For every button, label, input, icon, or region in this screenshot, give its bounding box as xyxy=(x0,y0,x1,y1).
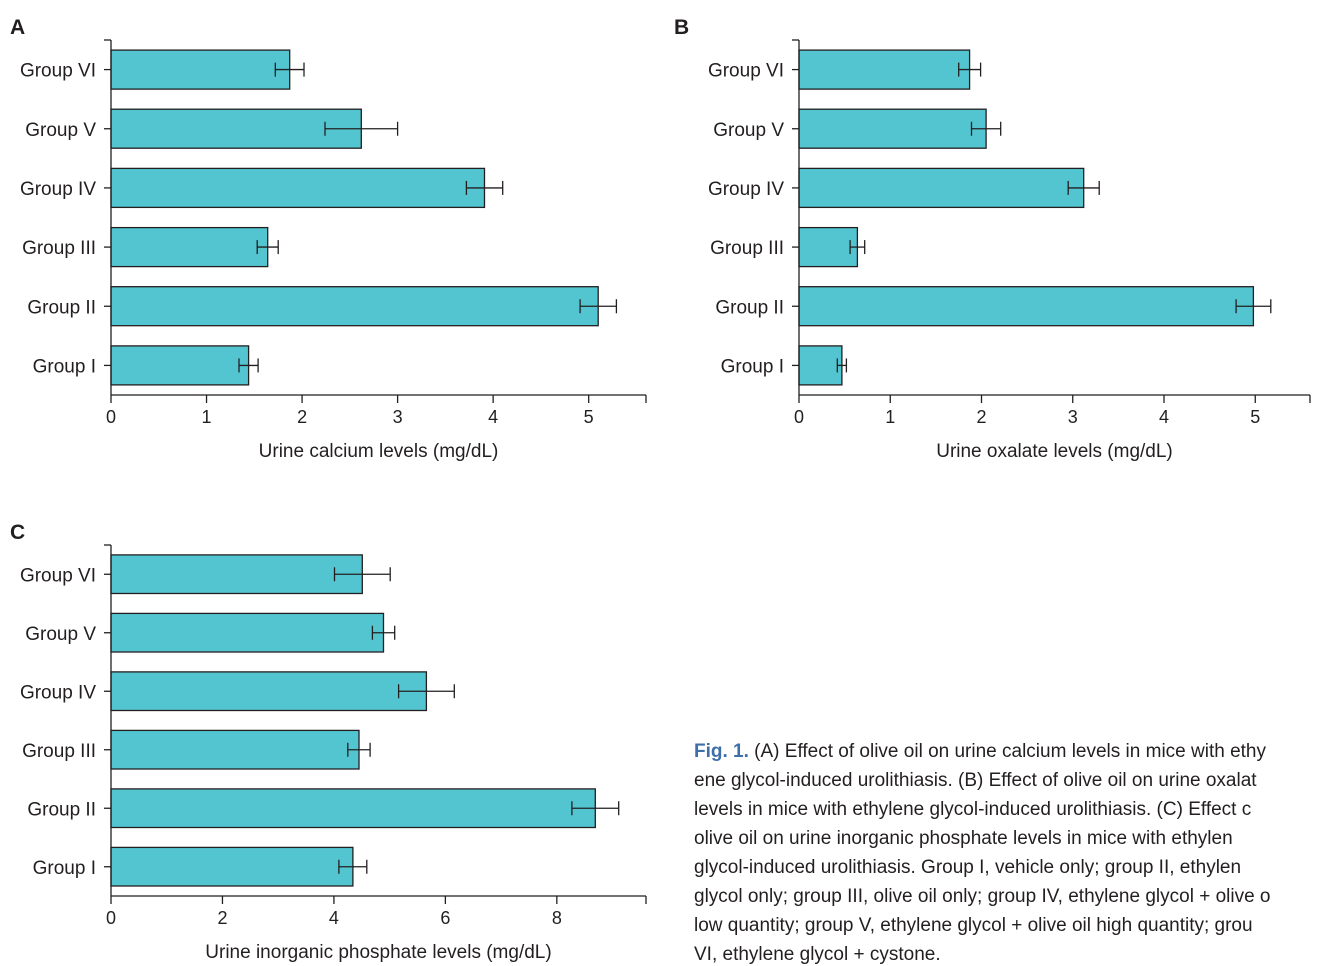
bar xyxy=(110,554,363,595)
category-label: Group VI xyxy=(708,61,784,82)
caption-line: low quantity; group V, ethylene glycol +… xyxy=(694,915,1253,936)
bar xyxy=(110,846,354,887)
caption-line: levels in mice with ethylene glycol-indu… xyxy=(694,799,1252,820)
x-tick-label: 0 xyxy=(106,908,116,928)
bar xyxy=(110,108,362,149)
category-label: Group IV xyxy=(20,179,96,200)
bar xyxy=(798,167,1085,209)
caption-text: (A) Effect of olive oil on urine calcium… xyxy=(748,741,1266,762)
caption-line: olive oil on urine inorganic phosphate l… xyxy=(694,828,1233,849)
category-label: Group III xyxy=(22,741,96,762)
x-tick-label: 0 xyxy=(106,407,116,427)
x-axis-title: Urine calcium levels (mg/dL) xyxy=(259,441,499,462)
category-label: Group VI xyxy=(20,565,96,586)
bar xyxy=(798,286,1255,327)
chart-panel-a: A Group VI Group V Group IV Group III Group I… xyxy=(10,16,647,462)
category-label: Group III xyxy=(22,238,96,259)
category-label: Group V xyxy=(713,120,784,141)
x-tick-label: 5 xyxy=(1250,407,1260,427)
bar xyxy=(110,345,250,386)
category-label: Group II xyxy=(27,799,96,820)
x-tick-label: 8 xyxy=(552,908,562,928)
bar xyxy=(110,49,291,90)
caption-line: VI, ethylene glycol + cystone. xyxy=(694,944,941,965)
x-tick-label: 5 xyxy=(584,407,594,427)
panel-label: A xyxy=(10,16,25,39)
category-label: Group IV xyxy=(708,179,784,200)
category-label: Group III xyxy=(710,238,784,259)
x-tick-label: 2 xyxy=(976,407,986,427)
bar xyxy=(798,345,843,386)
category-label: Group I xyxy=(721,356,784,377)
panel-label: C xyxy=(10,521,25,544)
category-label: Group I xyxy=(33,858,96,879)
bar xyxy=(798,226,859,268)
bar xyxy=(110,286,599,327)
bar xyxy=(110,226,269,268)
x-tick-label: 4 xyxy=(488,407,498,427)
category-label: Group I xyxy=(33,356,96,377)
panel-label: B xyxy=(674,16,689,39)
x-axis-title: Urine inorganic phosphate levels (mg/dL) xyxy=(205,942,551,963)
category-label: Group II xyxy=(715,297,784,318)
bar xyxy=(110,612,385,653)
bar xyxy=(798,49,971,90)
chart-panel-c: C Group VI Group V Group IV Group III Group I… xyxy=(10,521,647,963)
x-tick-label: 1 xyxy=(885,407,895,427)
category-label: Group IV xyxy=(20,682,96,703)
x-tick-label: 3 xyxy=(393,407,403,427)
x-tick-label: 4 xyxy=(329,908,339,928)
bar xyxy=(110,729,360,770)
x-tick-label: 0 xyxy=(794,407,804,427)
caption-figure-label: Fig. 1. xyxy=(694,741,749,762)
figure-caption: Fig. 1. (A) Effect of olive oil on urine… xyxy=(694,737,1328,966)
category-label: Group V xyxy=(25,624,96,645)
x-tick-label: 3 xyxy=(1068,407,1078,427)
x-tick-label: 4 xyxy=(1159,407,1169,427)
x-axis-title: Urine oxalate levels (mg/dL) xyxy=(936,441,1173,462)
bar xyxy=(110,167,486,209)
caption-line: Fig. 1. (A) Effect of olive oil on urine… xyxy=(694,737,1328,766)
bar xyxy=(798,108,987,149)
x-tick-label: 2 xyxy=(297,407,307,427)
caption-line: glycol-induced urolithiasis. Group I, ve… xyxy=(694,857,1242,878)
x-tick-label: 2 xyxy=(217,908,227,928)
category-label: Group VI xyxy=(20,61,96,82)
caption-line: glycol only; group III, olive oil only; … xyxy=(694,886,1271,907)
x-tick-label: 1 xyxy=(202,407,212,427)
caption-line: ene glycol-induced urolithiasis. (B) Eff… xyxy=(694,770,1257,791)
category-label: Group V xyxy=(25,120,96,141)
bar xyxy=(110,671,428,712)
x-tick-label: 6 xyxy=(440,908,450,928)
category-label: Group II xyxy=(27,297,96,318)
bar xyxy=(110,788,596,829)
chart-panel-b: B Group VI Group V Group IV Group III Group I… xyxy=(674,16,1311,462)
